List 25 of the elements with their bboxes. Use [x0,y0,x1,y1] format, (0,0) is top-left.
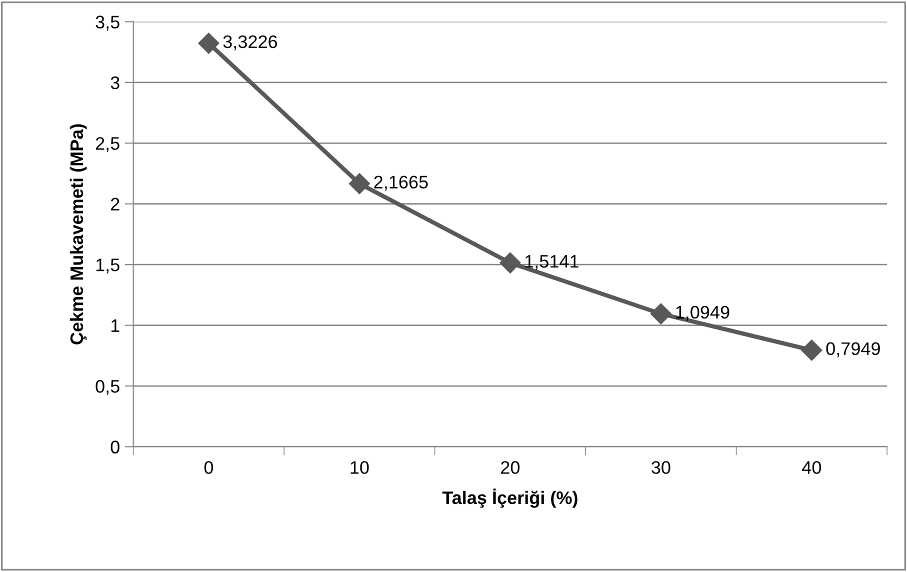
point [198,32,220,54]
y-tick-label: 1,5 [96,258,120,274]
point [801,340,822,361]
x-tick-label: 30 [652,461,670,474]
point [500,252,521,274]
data-label: 1,5141 [525,255,578,270]
x-tick-label: 0 [204,461,214,474]
y-tick-label: 0 [110,440,120,454]
point [348,173,370,194]
y-axis-title: Çekme Mukavemeti (MPa) [70,124,87,344]
data-label: 3,3226 [223,35,278,50]
y-tick-label: 3,5 [96,16,120,31]
x-axis-title: Talaş İçeriği (%) [442,488,578,508]
x-tick-label: 40 [802,461,822,474]
data-label: 0,7949 [826,342,880,358]
y-tick-label: 2,5 [96,137,120,152]
y-tick-label: 3 [110,76,120,90]
x-tick-label: 20 [501,461,520,474]
y-tick-label: 1 [111,319,120,332]
y-tick-label: 0,5 [96,380,120,395]
data-label: 1,0949 [676,306,730,321]
y-tick-label: 2 [111,198,120,210]
point [650,303,672,324]
data-label: 2,1665 [374,176,428,191]
x-tick-label: 10 [350,461,369,474]
